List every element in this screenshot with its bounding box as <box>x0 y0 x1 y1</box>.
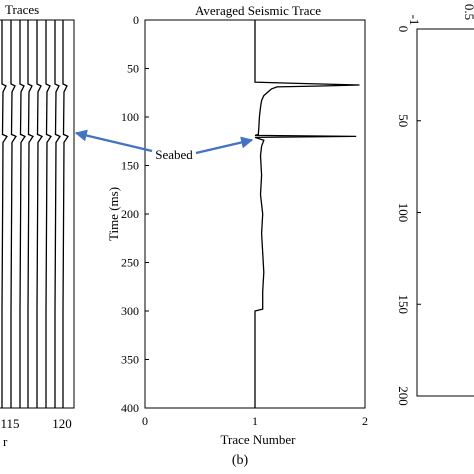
seismic-trace-line <box>19 20 26 408</box>
seabed-arrow-right <box>195 136 254 155</box>
y-tick-label: 100 <box>121 110 139 124</box>
x-tick-label: 2 <box>362 414 368 428</box>
y-tick-label: 300 <box>121 304 139 318</box>
y-tick-label: 400 <box>121 401 139 415</box>
left-panel-frame <box>0 19 75 409</box>
y-tick-label: 50 <box>127 62 139 76</box>
left-x-axis-label-fragment: r <box>3 434 8 449</box>
right-plot-frame <box>416 28 474 397</box>
right-y-tick-label: 50 <box>396 114 411 127</box>
y-tick-label: 350 <box>121 353 139 367</box>
seismic-trace-line <box>1 20 8 408</box>
x-tick-label: 0 <box>142 414 148 428</box>
y-tick-label: 150 <box>121 159 139 173</box>
middle-y-axis-label: Time (ms) <box>106 187 121 241</box>
seabed-label: Seabed <box>155 147 193 162</box>
middle-y-ticks: 0 50 100 150 200 250 300 350 400 <box>121 13 149 415</box>
right-x-tick-label: 0.5 <box>462 4 474 20</box>
y-tick-label: 200 <box>121 207 139 221</box>
seabed-annotation: Seabed <box>74 129 254 162</box>
middle-panel-title: Averaged Seismic Trace <box>195 3 321 18</box>
y-tick-label: 0 <box>133 13 139 27</box>
left-x-tick-label: 120 <box>52 416 72 431</box>
seabed-arrow-left <box>74 129 153 153</box>
y-tick-label: 250 <box>121 256 139 270</box>
left-traces-group <box>1 20 69 408</box>
x-tick-label: 1 <box>252 414 258 428</box>
right-y-tick-label: 0 <box>396 26 411 33</box>
averaged-trace-line <box>254 20 360 408</box>
right-panel: 0 50 100 150 200 -1 0.5 <box>396 4 474 406</box>
right-x-tick-label: -1 <box>407 15 422 26</box>
figure-caption: (b) <box>232 453 249 468</box>
right-y-ticks: 0 50 100 150 200 <box>396 26 421 406</box>
left-x-tick-label: 115 <box>0 416 19 431</box>
middle-x-axis-label: Trace Number <box>221 432 297 447</box>
left-panel-title: Traces <box>5 2 39 17</box>
seismic-trace-line <box>36 20 43 408</box>
seismic-trace-line <box>45 20 52 408</box>
right-y-tick-label: 100 <box>396 203 411 223</box>
seismic-trace-line <box>27 20 34 408</box>
seismic-trace-line <box>62 20 69 408</box>
right-y-tick-label: 200 <box>396 386 411 406</box>
seismic-trace-line <box>10 20 17 408</box>
middle-panel: Averaged Seismic Trace 0 50 100 150 200 250 30… <box>106 3 368 447</box>
right-y-tick-label: 150 <box>396 295 411 315</box>
seismic-trace-line <box>54 20 61 408</box>
left-panel: Traces 115 120 r <box>0 2 75 449</box>
